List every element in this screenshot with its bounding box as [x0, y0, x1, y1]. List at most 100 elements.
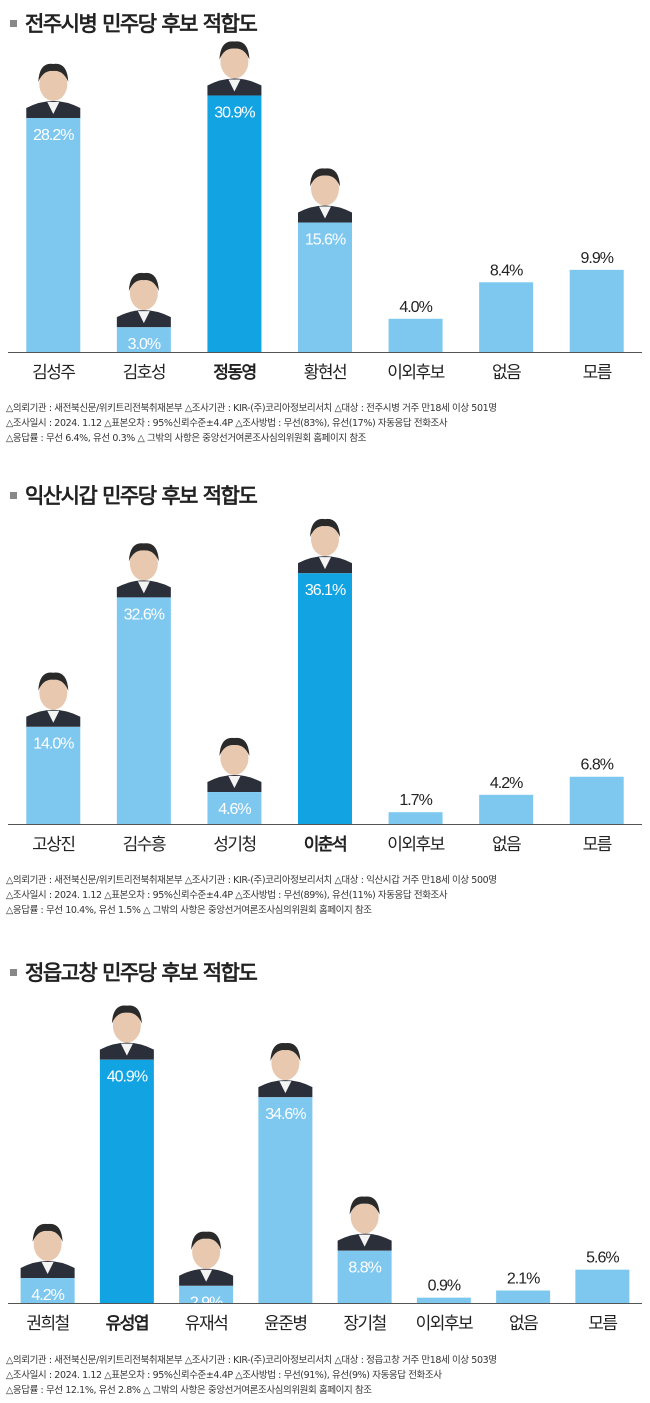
shirt-icon [319, 206, 331, 219]
hair-icon [128, 543, 159, 562]
category-label: 없음 [492, 363, 521, 383]
bar-group: 8.4% 없음 [479, 262, 534, 383]
category-label: 장기철 [343, 1314, 386, 1334]
category-label: 없음 [492, 835, 521, 855]
hair-icon [310, 168, 340, 187]
shirt-icon [228, 79, 241, 92]
face-icon [39, 675, 68, 710]
category-label: 김수흥 [123, 835, 166, 855]
face-icon [129, 276, 158, 311]
bar-group: 32.6% 김수흥 [116, 539, 171, 855]
candidate-photo [337, 1192, 392, 1251]
shirt-icon [47, 101, 60, 114]
title-bullet-icon [10, 968, 17, 976]
shirt-icon [200, 1269, 213, 1282]
category-label: 김호성 [123, 363, 165, 383]
title-bullet-icon [10, 491, 17, 499]
face-icon [220, 44, 249, 79]
face-icon [39, 66, 68, 101]
hair-icon [270, 1042, 301, 1062]
candidate-photo [207, 37, 262, 96]
category-label: 김성주 [32, 363, 75, 383]
bar [179, 1285, 234, 1303]
shirt-icon [41, 1262, 54, 1275]
value-label: 4.2% [490, 775, 523, 792]
face-icon [112, 1008, 141, 1043]
face-icon [33, 1227, 62, 1262]
bar-group: 1.7% 이외후보 [387, 792, 446, 855]
shirt-icon [358, 1234, 371, 1247]
bar [207, 95, 262, 352]
bar-group: 4.6% 성기청 [207, 734, 262, 855]
category-label: 황현선 [304, 363, 346, 383]
bar-group: 36.1% 이춘석 [298, 515, 352, 855]
bar-chart: 28.2% 김성주 3.0% 김호성 30.9% 정동영 15.6% 황현선 4.0% 이외후보 8… [8, 37, 642, 383]
value-label: 30.9% [214, 105, 255, 122]
bar-group: 8.8% 장기철 [337, 1192, 392, 1334]
hair-icon [38, 63, 69, 82]
bar [116, 327, 171, 352]
value-label: 4.6% [218, 801, 251, 818]
face-icon [220, 741, 249, 776]
value-label: 3.0% [128, 336, 161, 353]
value-label: 14.0% [33, 736, 74, 753]
chart-title: 익산시갑 민주당 후보 적합도 [10, 480, 258, 510]
face-icon [350, 1199, 379, 1234]
bar [298, 573, 352, 824]
hair-icon [349, 1196, 380, 1215]
chart-title-text: 익산시갑 민주당 후보 적합도 [25, 484, 258, 508]
value-label: 40.9% [107, 1069, 148, 1086]
survey-note: △의뢰기관 : 새전북신문/위키트리전북취재본부 △조사기관 : KIR-(주)… [6, 1355, 497, 1366]
bar-group: 2.1% 없음 [496, 1271, 551, 1334]
value-label: 8.4% [490, 262, 523, 279]
bar-group: 0.9% 이외후보 [416, 1278, 475, 1334]
value-label: 0.9% [428, 1278, 461, 1295]
category-label: 유재석 [185, 1314, 227, 1334]
bar [479, 794, 534, 824]
face-icon [311, 522, 339, 557]
hair-icon [38, 672, 69, 691]
bar [388, 812, 443, 824]
face-icon [129, 546, 158, 581]
bar [20, 1278, 75, 1303]
value-label: 28.2% [33, 127, 74, 144]
bar [26, 726, 81, 824]
survey-note: △응답률 : 무선 10.4%, 유선 1.5% △ 그밖의 사항은 중앙선거여… [6, 905, 372, 916]
value-label: 32.6% [124, 606, 165, 623]
category-label: 권희철 [26, 1314, 69, 1334]
bar-group: 9.9% 모름 [569, 250, 624, 383]
category-label: 이외후보 [387, 363, 444, 383]
candidate-photo [258, 1039, 313, 1098]
category-label: 없음 [509, 1314, 538, 1334]
bar-group: 14.0% 고상진 [26, 668, 81, 855]
value-label: 9.9% [580, 250, 613, 267]
candidate-photo [179, 1227, 234, 1286]
value-label: 1.7% [399, 792, 432, 809]
category-label: 이외후보 [416, 1314, 473, 1334]
bar-group: 15.6% 황현선 [298, 164, 352, 383]
shirt-icon [47, 710, 60, 723]
survey-note: △의뢰기관 : 새전북신문/위키트리전북취재본부 △조사기관 : KIR-(주)… [6, 403, 497, 414]
bar [496, 1290, 551, 1303]
bar-group: 28.2% 김성주 [26, 59, 81, 383]
bar-group: 5.6% 모름 [575, 1250, 630, 1334]
category-label: 고상진 [32, 835, 74, 855]
hair-icon [219, 41, 250, 60]
hair-icon [32, 1223, 63, 1243]
category-label: 유성엽 [106, 1314, 148, 1334]
category-label: 윤준병 [264, 1314, 306, 1334]
category-label: 모름 [588, 1314, 617, 1334]
candidate-photo [116, 269, 171, 328]
face-icon [271, 1046, 300, 1081]
survey-note: △응답률 : 무선 12.1%, 유선 2.8% △ 그밖의 사항은 중앙선거여… [6, 1385, 372, 1396]
bar-chart: 14.0% 고상진 32.6% 김수흥 4.6% 성기청 36.1% 이춘석 1.7% 이외후보 4… [8, 515, 642, 855]
bar [337, 1250, 392, 1303]
hair-icon [128, 272, 159, 292]
value-label: 6.8% [580, 757, 613, 774]
value-label: 36.1% [305, 582, 346, 599]
bar-group: 6.8% 모름 [569, 757, 624, 855]
value-label: 15.6% [305, 232, 346, 249]
face-icon [311, 171, 339, 206]
bar [569, 776, 624, 824]
value-label: 4.2% [31, 1287, 64, 1304]
